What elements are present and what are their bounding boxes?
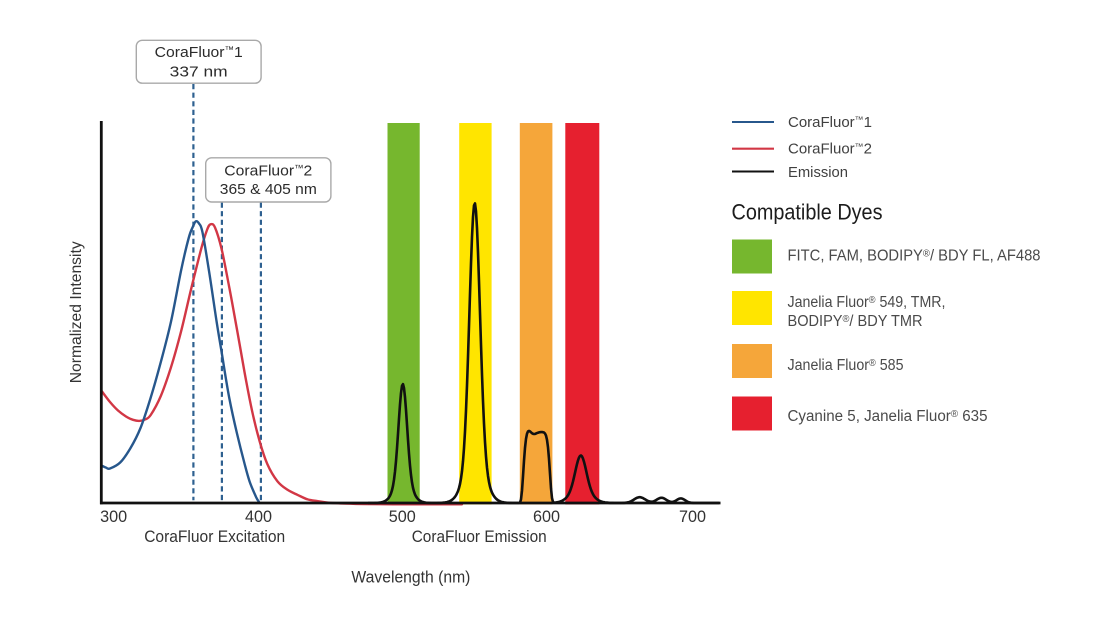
svg-text:400: 400 [245, 508, 272, 526]
svg-text:CoraFluor Excitation: CoraFluor Excitation [144, 528, 285, 546]
svg-text:Emission: Emission [788, 165, 848, 181]
svg-text:BODIPY®/ BDY TMR: BODIPY®/ BDY TMR [788, 313, 923, 330]
svg-text:600: 600 [533, 508, 560, 526]
svg-text:300: 300 [100, 508, 127, 526]
svg-text:Janelia Fluor® 549, TMR,: Janelia Fluor® 549, TMR, [788, 294, 946, 311]
svg-text:337 nm: 337 nm [170, 63, 228, 80]
svg-text:365 & 405 nm: 365 & 405 nm [220, 181, 317, 198]
svg-text:500: 500 [389, 508, 416, 526]
svg-text:Normalized Intensity: Normalized Intensity [68, 241, 85, 383]
svg-text:Wavelength (nm): Wavelength (nm) [351, 569, 470, 587]
svg-text:CoraFluor Emission: CoraFluor Emission [412, 528, 547, 546]
svg-text:Compatible Dyes: Compatible Dyes [732, 199, 883, 224]
svg-text:Janelia Fluor® 585: Janelia Fluor® 585 [788, 357, 904, 374]
svg-text:FITC, FAM, BODIPY®/ BDY FL, AF: FITC, FAM, BODIPY®/ BDY FL, AF488 [788, 248, 1041, 265]
svg-text:700: 700 [679, 508, 706, 526]
svg-text:Cyanine 5, Janelia Fluor® 635: Cyanine 5, Janelia Fluor® 635 [788, 408, 988, 425]
